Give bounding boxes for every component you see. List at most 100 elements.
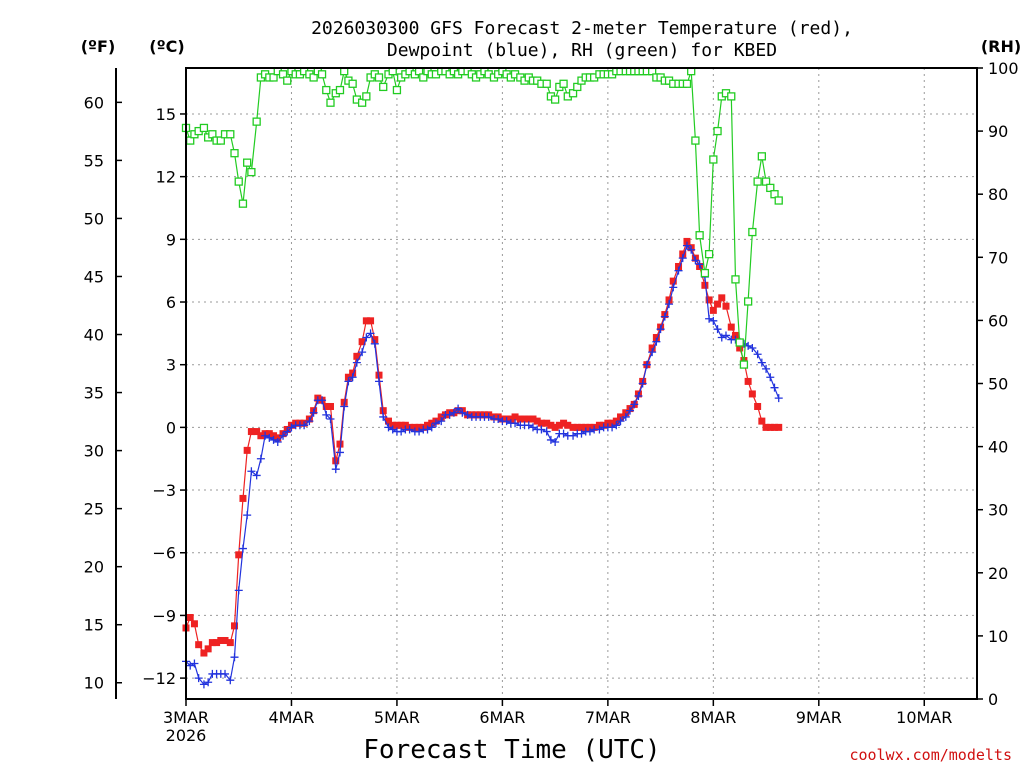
dewpoint-point bbox=[326, 415, 335, 424]
dewpoint-point bbox=[634, 392, 643, 401]
rh-point bbox=[278, 70, 288, 79]
time-tick-label: 9MAR bbox=[796, 708, 842, 727]
dewpoint-point bbox=[256, 454, 265, 463]
temperature-point bbox=[424, 421, 432, 429]
celsius-unit-label: (ºC) bbox=[149, 37, 184, 56]
temperature-point bbox=[744, 377, 752, 385]
fahrenheit-tick-label: 10 bbox=[84, 674, 104, 693]
temperature-point bbox=[564, 421, 572, 429]
dewpoint-point bbox=[283, 427, 292, 436]
rh-point bbox=[727, 92, 736, 101]
temperature-point bbox=[507, 415, 515, 423]
dewpoint-point bbox=[528, 423, 537, 432]
rh-point bbox=[247, 167, 256, 177]
dewpoint-point bbox=[199, 680, 208, 689]
temperature-point bbox=[766, 423, 774, 431]
rh-point bbox=[682, 79, 692, 88]
time-tick-label: 8MAR bbox=[690, 708, 736, 727]
dewpoint-point bbox=[713, 325, 722, 334]
celsius-tick-label: 12 bbox=[156, 168, 176, 187]
dewpoint-point bbox=[678, 254, 687, 263]
dewpoint-point bbox=[415, 427, 424, 436]
rh-point bbox=[199, 123, 209, 133]
celsius-tick-label: −12 bbox=[142, 669, 176, 688]
rh-point bbox=[309, 73, 318, 82]
dewpoint-point bbox=[669, 283, 678, 292]
temperature-point bbox=[195, 641, 203, 649]
dewpoint-point bbox=[300, 421, 309, 430]
rh-point bbox=[700, 268, 710, 278]
rh-point bbox=[542, 79, 551, 88]
rh-point bbox=[766, 183, 775, 193]
rh-tick-label: 30 bbox=[988, 501, 1008, 520]
rh-point bbox=[753, 177, 762, 186]
temperature-point bbox=[243, 446, 251, 454]
dewpoint-point bbox=[502, 417, 511, 426]
rh-axis: 0 10 20 30 40 50 60 70 80 90 100 bbox=[977, 59, 1019, 709]
temperature-point bbox=[186, 614, 194, 622]
dewpoint-point bbox=[431, 419, 440, 428]
temperature-point bbox=[274, 434, 282, 442]
temperature-point bbox=[257, 432, 265, 440]
dewpoint-point bbox=[370, 339, 379, 348]
temperature-point bbox=[253, 428, 261, 436]
rh-point bbox=[770, 190, 779, 199]
rh-point bbox=[226, 130, 235, 139]
dewpoint-point bbox=[273, 438, 282, 447]
rh-point bbox=[243, 158, 252, 167]
temperature-point bbox=[437, 413, 445, 421]
time-tick-label: 6MAR bbox=[479, 708, 525, 727]
rh-point bbox=[335, 85, 345, 95]
celsius-tick-label: −3 bbox=[152, 481, 176, 500]
dewpoint-point bbox=[186, 661, 195, 670]
rh-point bbox=[348, 79, 357, 88]
temperature-point bbox=[231, 622, 239, 630]
dewpoint-point bbox=[616, 417, 625, 426]
rh-point bbox=[322, 85, 331, 95]
temperature-point bbox=[722, 302, 730, 310]
rh-point bbox=[735, 338, 744, 347]
temperature-point bbox=[537, 419, 545, 427]
temperature-point bbox=[213, 639, 221, 647]
dewpoint-point bbox=[458, 408, 467, 417]
dewpoint-point bbox=[221, 669, 230, 678]
dewpoint-point bbox=[190, 659, 199, 668]
temperature-point bbox=[415, 423, 423, 431]
temperature-point bbox=[322, 402, 330, 410]
rh-point bbox=[568, 89, 578, 98]
celsius-tick-label: 0 bbox=[166, 418, 176, 437]
fahrenheit-tick-label: 35 bbox=[84, 384, 104, 403]
temperature-point bbox=[336, 440, 344, 448]
temperature-point bbox=[547, 421, 555, 429]
rh-point bbox=[283, 76, 292, 85]
rh-point bbox=[357, 98, 367, 107]
dewpoint-point bbox=[691, 256, 700, 265]
temperature-point bbox=[332, 457, 340, 465]
rh-point bbox=[269, 73, 278, 82]
temperature-point bbox=[516, 415, 524, 423]
dewpoint-line bbox=[185, 244, 780, 686]
time-tick-year: 2026 bbox=[166, 726, 207, 745]
fahrenheit-tick-label: 25 bbox=[84, 500, 104, 519]
fahrenheit-tick-label: 40 bbox=[84, 326, 104, 345]
temperature-point bbox=[344, 373, 352, 381]
temperature-point bbox=[586, 423, 594, 431]
rh-point bbox=[216, 136, 225, 145]
temperature-point bbox=[247, 428, 255, 436]
temperature-point bbox=[226, 639, 234, 647]
dewpoint-point bbox=[551, 438, 560, 447]
temperature-point bbox=[775, 423, 783, 431]
rh-point bbox=[748, 227, 757, 237]
rh-point bbox=[392, 85, 402, 95]
dewpoint-point bbox=[585, 427, 594, 436]
temperature-point bbox=[349, 369, 357, 377]
dewpoint-point bbox=[546, 435, 555, 444]
rh-point bbox=[743, 297, 753, 306]
dewpoint-point bbox=[388, 425, 397, 434]
temperature-point bbox=[758, 417, 766, 425]
rh-point bbox=[691, 136, 700, 145]
source-credit: coolwx.com/modelts bbox=[849, 746, 1012, 764]
dewpoint-point bbox=[721, 331, 730, 340]
temperature-point bbox=[727, 323, 735, 331]
